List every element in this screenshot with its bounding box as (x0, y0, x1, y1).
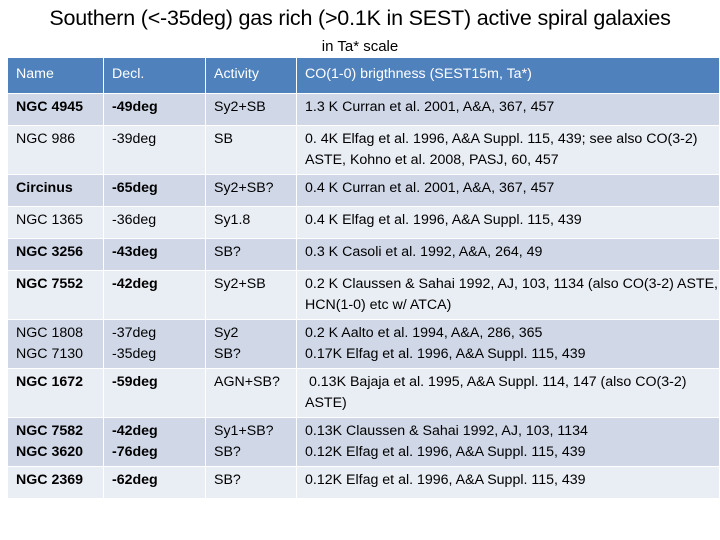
header-name: Name (7, 57, 104, 94)
table-row: NGC 3256 -43deg SB? 0.3 K Casoli et al. … (7, 238, 720, 271)
cell-activity: Sy2+SB? (205, 174, 297, 207)
cell-decl: -43deg (103, 238, 206, 271)
cell-activity: SB (205, 125, 297, 175)
cell-name: NGC 1365 (7, 206, 104, 239)
cell-name: NGC 1672 (7, 368, 104, 418)
cell-name-line1: NGC 7582 (16, 423, 84, 439)
table-header-row: Name Decl. Activity CO(1-0) brigthness (… (7, 57, 720, 94)
galaxy-table: Name Decl. Activity CO(1-0) brigthness (… (7, 57, 720, 499)
header-decl: Decl. (103, 57, 206, 94)
cell-co: 0.13K Claussen & Sahai 1992, AJ, 103, 11… (296, 417, 720, 467)
cell-name: NGC 4945 (7, 93, 104, 126)
cell-decl: -36deg (103, 206, 206, 239)
cell-activity: Sy1+SB? SB? (205, 417, 297, 467)
table-row: NGC 4945 -49deg Sy2+SB 1.3 K Curran et a… (7, 93, 720, 126)
cell-decl-line1: -42deg (112, 423, 158, 439)
cell-name: NGC 2369 (7, 466, 104, 499)
cell-decl-line2: -76deg (112, 444, 158, 460)
cell-activity-line1: Sy2 (214, 325, 239, 341)
cell-activity: SB? (205, 238, 297, 271)
page-subtitle: in Ta* scale (321, 38, 399, 55)
cell-decl: -62deg (103, 466, 206, 499)
cell-name: Circinus (7, 174, 104, 207)
cell-name: NGC 3256 (7, 238, 104, 271)
cell-name-line1: NGC 1808 (16, 325, 84, 341)
table-row: Circinus -65deg Sy2+SB? 0.4 K Curran et … (7, 174, 720, 207)
cell-co: 0.2 K Aalto et al. 1994, A&A, 286, 365 0… (296, 319, 720, 369)
cell-co: 0.2 K Claussen & Sahai 1992, AJ, 103, 11… (296, 270, 720, 320)
cell-activity: SB? (205, 466, 297, 499)
cell-activity: AGN+SB? (205, 368, 297, 418)
cell-decl: -42deg (103, 270, 206, 320)
cell-decl: -42deg -76deg (103, 417, 206, 467)
cell-co: 0. 4K Elfag et al. 1996, A&A Suppl. 115,… (296, 125, 720, 175)
cell-decl: -59deg (103, 368, 206, 418)
cell-co: 1.3 K Curran et al. 2001, A&A, 367, 457 (296, 93, 720, 126)
cell-name: NGC 986 (7, 125, 104, 175)
cell-activity-line2: SB? (214, 346, 241, 362)
cell-co-line2: 0.17K Elfag et al. 1996, A&A Suppl. 115,… (305, 346, 586, 362)
cell-activity-line1: Sy1+SB? (214, 423, 274, 439)
cell-co: 0.12K Elfag et al. 1996, A&A Suppl. 115,… (296, 466, 720, 499)
cell-name-line2: NGC 7130 (16, 346, 84, 362)
table-row: NGC 986 -39deg SB 0. 4K Elfag et al. 199… (7, 125, 720, 175)
cell-decl-line2: -35deg (112, 346, 157, 362)
cell-name: NGC 7582 NGC 3620 (7, 417, 104, 467)
page-title: Southern (<-35deg) gas rich (>0.1K in SE… (49, 6, 671, 30)
cell-co: 0.13K Bajaja et al. 1995, A&A Suppl. 114… (296, 368, 720, 418)
cell-decl: -39deg (103, 125, 206, 175)
header-activity: Activity (205, 57, 297, 94)
cell-activity: Sy2+SB (205, 270, 297, 320)
cell-co: 0.4 K Elfag et al. 1996, A&A Suppl. 115,… (296, 206, 720, 239)
cell-activity-line2: SB? (214, 444, 241, 460)
cell-name-line2: NGC 3620 (16, 444, 84, 460)
cell-activity: Sy1.8 (205, 206, 297, 239)
table-row: NGC 7552 -42deg Sy2+SB 0.2 K Claussen & … (7, 270, 720, 320)
header-co-brightness: CO(1-0) brigthness (SEST15m, Ta*) (296, 57, 720, 94)
cell-decl: -65deg (103, 174, 206, 207)
table-row: NGC 1808 NGC 7130 -37deg -35deg Sy2 SB? … (7, 319, 720, 369)
table-row: NGC 2369 -62deg SB? 0.12K Elfag et al. 1… (7, 466, 720, 499)
cell-co-line1: 0.13K Claussen & Sahai 1992, AJ, 103, 11… (305, 423, 588, 439)
table-row: NGC 1672 -59deg AGN+SB? 0.13K Bajaja et … (7, 368, 720, 418)
cell-decl: -49deg (103, 93, 206, 126)
cell-decl-line1: -37deg (112, 325, 157, 341)
cell-co-line2: 0.12K Elfag et al. 1996, A&A Suppl. 115,… (305, 444, 586, 460)
table-row: NGC 1365 -36deg Sy1.8 0.4 K Elfag et al.… (7, 206, 720, 239)
table-row: NGC 7582 NGC 3620 -42deg -76deg Sy1+SB? … (7, 417, 720, 467)
cell-activity: Sy2 SB? (205, 319, 297, 369)
cell-activity: Sy2+SB (205, 93, 297, 126)
cell-co: 0.3 K Casoli et al. 1992, A&A, 264, 49 (296, 238, 720, 271)
cell-decl: -37deg -35deg (103, 319, 206, 369)
cell-co: 0.4 K Curran et al. 2001, A&A, 367, 457 (296, 174, 720, 207)
cell-co-line1: 0.2 K Aalto et al. 1994, A&A, 286, 365 (305, 325, 543, 341)
cell-name: NGC 7552 (7, 270, 104, 320)
cell-name: NGC 1808 NGC 7130 (7, 319, 104, 369)
